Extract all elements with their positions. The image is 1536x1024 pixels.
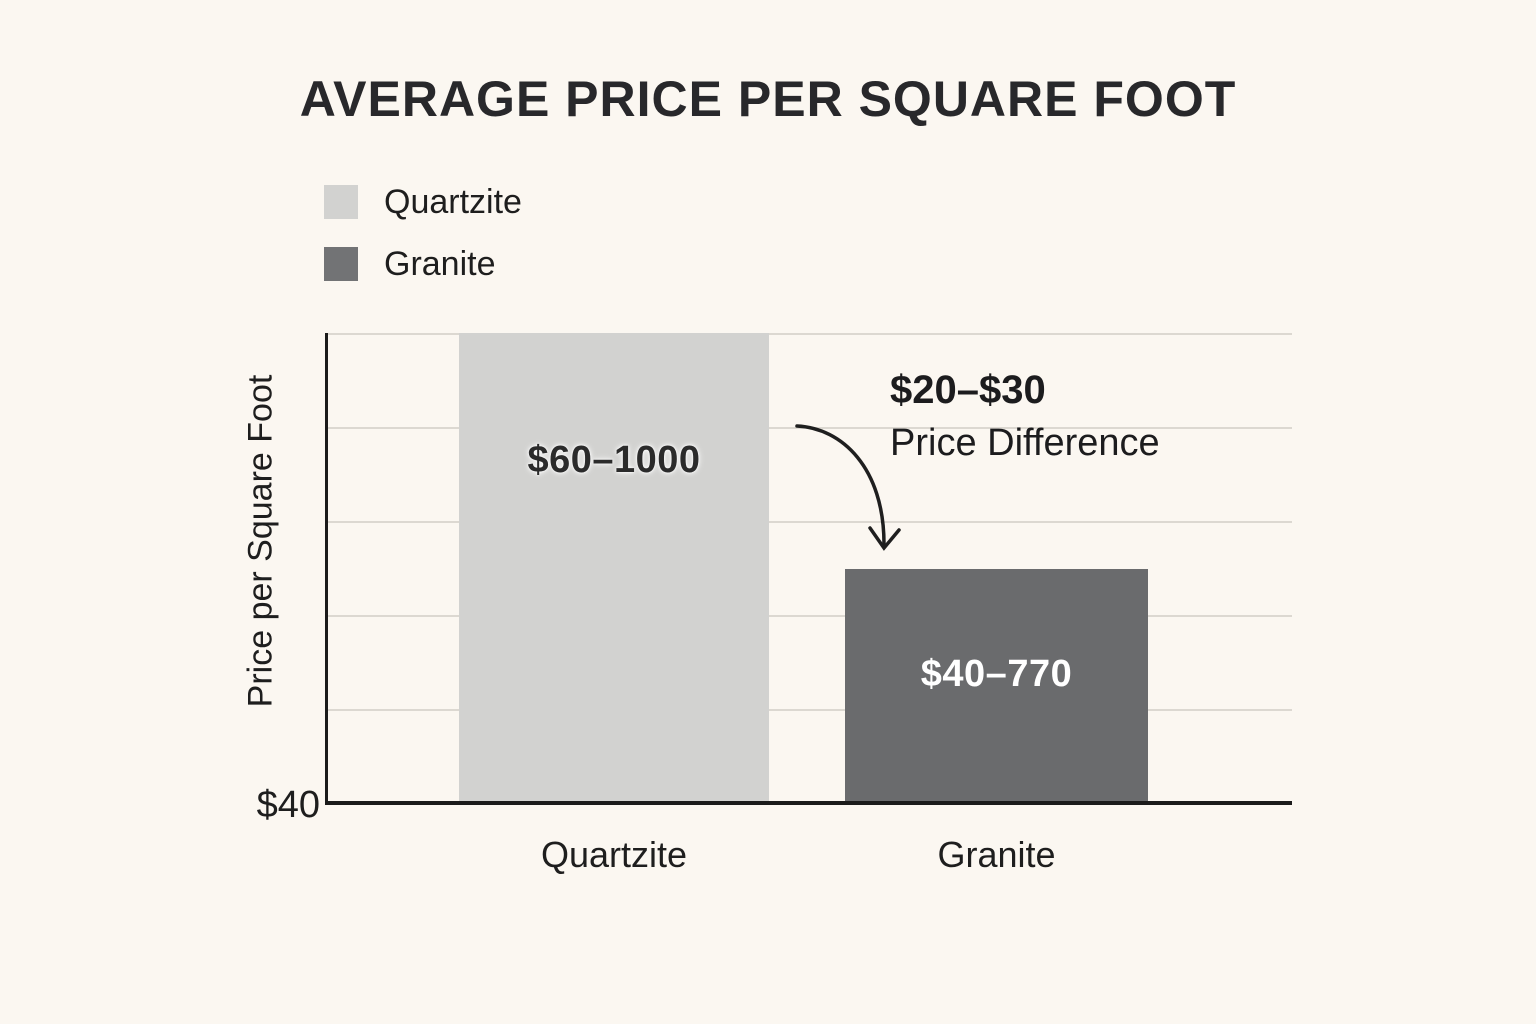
y-axis-line (325, 333, 328, 804)
legend-item-granite: Granite (324, 247, 522, 281)
legend-label-quartzite: Quartzite (384, 183, 522, 221)
x-axis-label-quartzite: Quartzite (540, 834, 688, 875)
annotation-range: $20–$30 (890, 368, 1046, 412)
legend-item-quartzite: Quartzite (324, 185, 522, 219)
legend-label-granite: Granite (384, 245, 496, 283)
annotation-caption: Price Difference (890, 422, 1160, 464)
gridline (327, 333, 1292, 335)
y-axis-label: Price per Square Foot (241, 374, 280, 708)
gridline (327, 709, 1292, 711)
bar-granite: $40–770 (845, 569, 1148, 803)
price-difference-annotation: $20–$30 Price Difference (890, 368, 1160, 464)
x-axis-line (325, 801, 1292, 805)
bar-value-granite: $40–770 (920, 653, 1073, 695)
plot-area: $60–1000 $40–770 (327, 333, 1292, 803)
gridline (327, 615, 1292, 617)
legend: Quartzite Granite (324, 185, 522, 309)
bar-value-quartzite: $60–1000 (527, 439, 701, 481)
chart-title: AVERAGE PRICE PER SQUARE FOOT (299, 71, 1237, 127)
x-axis-label-granite: Granite (937, 834, 1056, 875)
price-difference-arrow-icon (795, 424, 901, 551)
gridline (327, 521, 1292, 523)
legend-swatch-granite (324, 247, 358, 281)
legend-swatch-quartzite (324, 185, 358, 219)
y-axis-tick-base: $40 (256, 784, 320, 826)
bar-quartzite: $60–1000 (459, 333, 769, 803)
